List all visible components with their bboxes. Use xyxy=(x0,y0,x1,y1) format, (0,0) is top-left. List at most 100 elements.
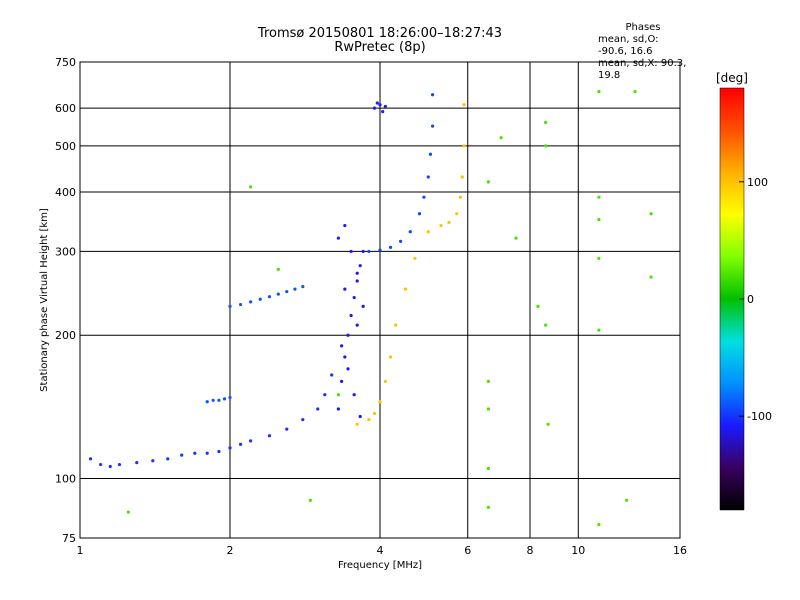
data-point xyxy=(301,417,305,422)
data-point xyxy=(355,323,359,327)
data-point xyxy=(336,407,340,411)
data-point xyxy=(633,89,637,94)
y-tick-label: 500 xyxy=(55,140,76,153)
colorbar-ticks: 100 0 -100 xyxy=(739,176,772,423)
data-point xyxy=(408,230,412,234)
data-point xyxy=(546,422,550,426)
data-point xyxy=(276,292,280,296)
data-point xyxy=(228,395,232,400)
data-point xyxy=(403,287,408,291)
data-point xyxy=(428,152,433,156)
y-axis: 75 100 200 300 400 500 600 750 xyxy=(55,56,76,545)
data-point xyxy=(301,285,305,289)
data-point xyxy=(349,313,353,318)
data-point xyxy=(349,249,353,254)
y-tick-label: 750 xyxy=(55,56,76,69)
data-point xyxy=(378,103,382,107)
data-point xyxy=(361,304,365,308)
data-point xyxy=(249,185,253,189)
data-point xyxy=(372,106,377,110)
data-point xyxy=(597,195,601,199)
data-point xyxy=(355,422,359,426)
data-point xyxy=(336,236,340,240)
phases-x-stats: mean, sd,X: 90.3, 19.8 xyxy=(598,58,687,81)
data-point xyxy=(323,393,327,397)
data-point xyxy=(624,498,629,502)
data-point xyxy=(388,245,393,249)
data-point xyxy=(597,523,601,527)
data-point xyxy=(413,256,417,261)
plot-frame xyxy=(79,61,681,539)
data-point xyxy=(267,295,272,299)
data-point xyxy=(249,300,253,304)
x-tick-label: 10 xyxy=(571,544,585,557)
colorbar: [deg] 100 0 -100 xyxy=(716,71,772,511)
data-point xyxy=(222,397,227,401)
data-point xyxy=(375,101,379,105)
y-tick-label: 75 xyxy=(62,532,76,545)
data-point xyxy=(108,464,112,469)
chart-subtitle: RwPretec (8p) xyxy=(334,40,426,55)
data-point xyxy=(228,446,232,450)
data-point xyxy=(358,264,362,268)
data-point xyxy=(486,466,490,471)
y-tick-label: 100 xyxy=(55,473,76,486)
colorbar-tick-label: 0 xyxy=(747,293,754,306)
data-point xyxy=(458,195,463,199)
chart-title: Tromsø 20150801 18:26:00–18:27:43 xyxy=(257,26,503,41)
y-tick-label: 300 xyxy=(55,245,76,258)
data-point xyxy=(422,195,426,199)
data-point xyxy=(308,498,313,502)
data-point xyxy=(439,223,443,228)
data-point xyxy=(151,459,155,463)
data-point xyxy=(544,120,548,124)
x-tick-label: 4 xyxy=(377,544,384,557)
data-point xyxy=(367,249,371,254)
data-point xyxy=(417,212,422,216)
chart-grid xyxy=(80,62,680,538)
phases-legend: Phases mean, sd,O: -90.6, 16.6 mean, sd,… xyxy=(598,22,688,82)
data-point xyxy=(358,414,362,419)
data-point xyxy=(238,302,243,307)
data-point xyxy=(383,104,387,109)
data-point xyxy=(536,304,540,308)
data-point xyxy=(343,355,347,359)
data-point xyxy=(426,175,430,179)
y-tick-label: 600 xyxy=(55,102,76,115)
data-point xyxy=(388,355,393,359)
data-point xyxy=(460,175,464,179)
x-tick-label: 8 xyxy=(527,544,534,557)
y-tick-label: 400 xyxy=(55,186,76,199)
data-point xyxy=(462,144,466,148)
data-point xyxy=(285,427,289,431)
data-point xyxy=(649,212,653,216)
data-point xyxy=(430,93,435,97)
data-point xyxy=(228,304,232,308)
data-point xyxy=(649,275,653,279)
data-point xyxy=(499,136,503,140)
x-tick-label: 2 xyxy=(227,544,234,557)
data-point xyxy=(486,379,490,383)
data-point xyxy=(597,328,601,332)
data-point xyxy=(597,256,601,261)
data-point xyxy=(462,103,466,107)
y-tick-label: 200 xyxy=(55,329,76,342)
x-tick-label: 6 xyxy=(464,544,471,557)
data-point xyxy=(193,451,197,455)
data-point xyxy=(205,400,209,404)
data-point xyxy=(355,271,359,275)
data-point xyxy=(346,333,350,337)
data-point xyxy=(340,379,344,383)
data-point xyxy=(135,461,139,465)
phases-heading: Phases xyxy=(625,22,661,33)
data-point xyxy=(361,249,365,254)
data-point xyxy=(346,367,350,371)
data-point xyxy=(88,457,93,461)
data-point xyxy=(352,393,356,397)
x-tick-label: 16 xyxy=(673,544,687,557)
data-point xyxy=(367,417,371,422)
data-point xyxy=(455,212,459,216)
data-point xyxy=(166,457,170,461)
data-point xyxy=(99,462,103,467)
